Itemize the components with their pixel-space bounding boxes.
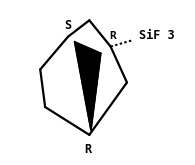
Text: R: R (84, 143, 91, 156)
Polygon shape (75, 42, 101, 130)
Text: S: S (65, 19, 72, 32)
Text: R: R (109, 31, 116, 41)
Text: SiF 3: SiF 3 (139, 29, 175, 42)
